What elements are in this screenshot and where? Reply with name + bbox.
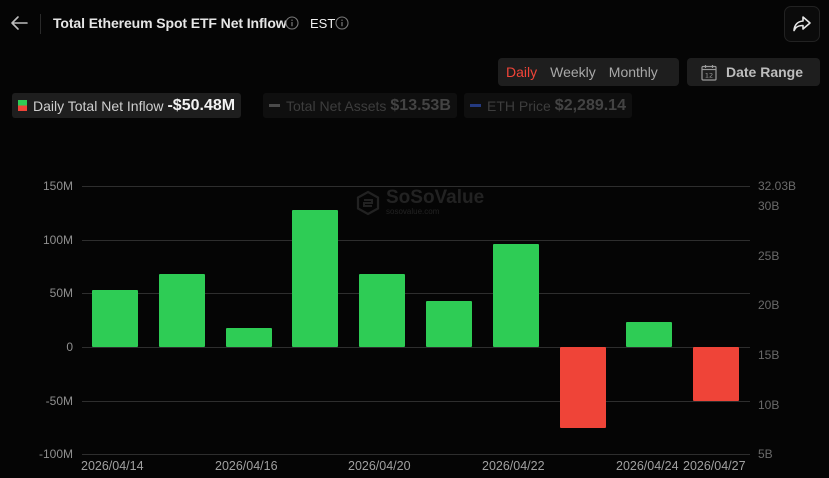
timezone-label: EST	[310, 16, 336, 31]
header-bar: Total Ethereum Spot ETF Net Inflow EST	[0, 0, 829, 48]
divider	[40, 14, 41, 34]
y2-tick: 5B	[758, 447, 773, 461]
y2-tick: 15B	[758, 348, 780, 362]
bar[interactable]	[693, 347, 740, 401]
gridline	[82, 186, 750, 187]
legend-value: $2,289.14	[554, 96, 626, 114]
svg-text:12: 12	[705, 71, 713, 79]
bar[interactable]	[492, 244, 539, 347]
share-icon	[793, 16, 811, 32]
sosovalue-watermark: SoSoValue sosovalue.com	[355, 188, 484, 216]
bar[interactable]	[225, 327, 272, 347]
bar[interactable]	[92, 290, 138, 347]
interval-selector: Daily Weekly Monthly	[498, 58, 679, 86]
y2-tick: 25B	[758, 249, 780, 263]
x-tick: 2026/04/24	[616, 459, 679, 473]
y-tick: -50M	[45, 394, 73, 408]
x-tick: 2026/04/27	[683, 459, 746, 473]
y-tick: 100M	[42, 233, 73, 247]
timezone-info-icon[interactable]	[335, 16, 349, 35]
title-info-icon[interactable]	[285, 16, 299, 35]
inflow-swatch-icon	[18, 100, 27, 111]
date-range-button[interactable]: 12 Date Range	[687, 58, 820, 86]
bar[interactable]	[559, 347, 606, 429]
bar[interactable]	[158, 274, 205, 347]
y2-tick: 20B	[758, 298, 780, 312]
legend-label: Daily Total Net Inflow	[33, 97, 164, 114]
legend-daily-net-inflow[interactable]: Daily Total Net Inflow -$50.48M	[12, 93, 242, 118]
x-tick: 2026/04/16	[215, 459, 278, 473]
bar[interactable]	[359, 274, 406, 347]
y2-tick: 10B	[758, 398, 780, 412]
page-title: Total Ethereum Spot ETF Net Inflow	[53, 15, 287, 31]
back-button[interactable]	[8, 12, 30, 34]
x-tick: 2026/04/20	[348, 459, 411, 473]
bar[interactable]	[292, 210, 339, 347]
y-tick: 150M	[42, 179, 73, 193]
x-tick: 2026/04/14	[81, 459, 144, 473]
y-tick: 50M	[49, 286, 73, 300]
x-tick: 2026/04/22	[482, 459, 545, 473]
y2-tick: 32.03B	[758, 179, 797, 193]
legend-value: $13.53B	[390, 96, 451, 114]
bar[interactable]	[626, 322, 673, 347]
gridline	[82, 240, 750, 241]
legend-label: ETH Price	[487, 97, 551, 114]
tab-monthly[interactable]: Monthly	[608, 64, 658, 80]
gridline	[82, 454, 750, 455]
inflow-chart[interactable]: 150M 100M 50M 0 -50M -100M 32.03B 30B 25…	[0, 170, 829, 478]
eth-price-swatch-icon	[470, 104, 481, 107]
arrow-left-icon	[11, 16, 28, 30]
legend-total-net-assets[interactable]: Total Net Assets $13.53B	[263, 93, 457, 118]
gridline	[82, 401, 750, 402]
y-tick: 0	[66, 340, 73, 354]
y-tick: -100M	[38, 447, 73, 461]
bar[interactable]	[426, 300, 472, 347]
share-button[interactable]	[784, 6, 820, 42]
legend-eth-price[interactable]: ETH Price $2,289.14	[464, 93, 632, 118]
calendar-icon: 12	[701, 64, 717, 81]
y2-tick: 30B	[758, 199, 780, 213]
tab-weekly[interactable]: Weekly	[550, 64, 596, 80]
tab-daily[interactable]: Daily	[506, 64, 538, 80]
net-assets-swatch-icon	[269, 104, 280, 107]
legend-label: Total Net Assets	[286, 97, 387, 114]
legend-value: -$50.48M	[167, 96, 236, 114]
sosovalue-logo-icon	[356, 190, 380, 215]
date-range-label: Date Range	[726, 64, 804, 80]
gridline	[82, 293, 750, 294]
gridline-zero	[82, 347, 750, 348]
